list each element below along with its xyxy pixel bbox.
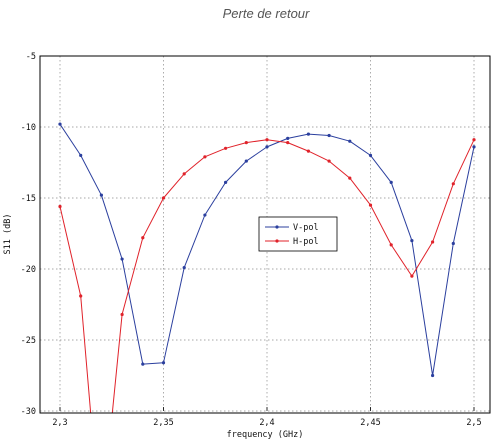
data-point-h-pol [79,294,83,298]
y-tick-label: -30 [21,407,36,417]
y-tick-label: -10 [21,123,36,133]
data-point-v-pol [79,153,83,157]
plot-frame [39,55,491,414]
data-point-h-pol [286,141,290,145]
data-point-h-pol [58,204,62,209]
data-point-v-pol [120,257,124,261]
data-point-h-pol [182,172,186,176]
x-tick-label: 2,3 [52,418,67,428]
data-point-v-pol [348,139,352,143]
x-axis-label: frequency (GHz) [227,430,304,440]
data-point-v-pol [286,136,290,140]
data-point-h-pol [306,149,310,153]
data-point-h-pol [389,243,393,247]
x-tick-label: 2,35 [153,418,173,428]
data-point-v-pol [451,241,455,246]
y-tick-label: -5 [26,52,36,62]
data-point-v-pol [410,239,414,243]
data-point-h-pol [141,236,145,240]
data-point-v-pol [389,180,393,184]
data-point-v-pol [224,180,228,184]
legend: V-pol H-pol [258,216,338,252]
data-point-h-pol [265,138,269,142]
data-point-v-pol [431,373,435,378]
data-point-h-pol [89,417,92,420]
data-point-v-pol [265,145,269,149]
legend-marker [275,225,279,229]
x-tick-label: 2,45 [360,418,380,428]
y-tick-label: -20 [21,265,36,275]
legend-label: H-pol [293,237,319,247]
data-point-v-pol [327,133,331,138]
tick-labels: 2,3 2,35 2,4 2,45 2,5 -30 -25 -20 -15 -10 -5 [21,52,482,428]
series-layer [58,122,476,420]
legend-label: V-pol [293,223,319,233]
data-point-v-pol [141,362,145,366]
legend-marker [275,239,279,243]
data-point-h-pol [224,146,228,150]
x-tick-label: 2,5 [466,418,481,428]
data-point-v-pol [368,153,373,157]
data-point-h-pol [431,240,435,244]
y-axis-label: S11 (dB) [3,214,13,255]
chart-title: Perte de retour [223,6,310,21]
data-point-v-pol [472,145,476,149]
data-point-v-pol [58,122,62,126]
data-point-h-pol [348,176,352,180]
data-point-v-pol [244,159,248,163]
data-point-h-pol [203,155,207,159]
data-point-h-pol [410,274,414,278]
data-point-v-pol [203,213,207,217]
legend-box [258,216,338,252]
y-tick-label: -15 [21,194,36,204]
x-tick-label: 2,4 [259,418,274,428]
data-point-h-pol [244,141,248,145]
y-tick-label: -25 [21,336,36,346]
data-point-h-pol [472,138,476,142]
data-point-h-pol [451,182,455,186]
data-point-h-pol [368,203,373,207]
data-point-v-pol [161,361,166,365]
data-point-h-pol [110,417,113,420]
data-point-h-pol [327,159,331,163]
data-point-h-pol [161,196,166,200]
data-point-h-pol [120,312,124,317]
data-point-v-pol [99,193,103,197]
data-point-v-pol [306,132,310,136]
data-point-v-pol [182,265,186,270]
